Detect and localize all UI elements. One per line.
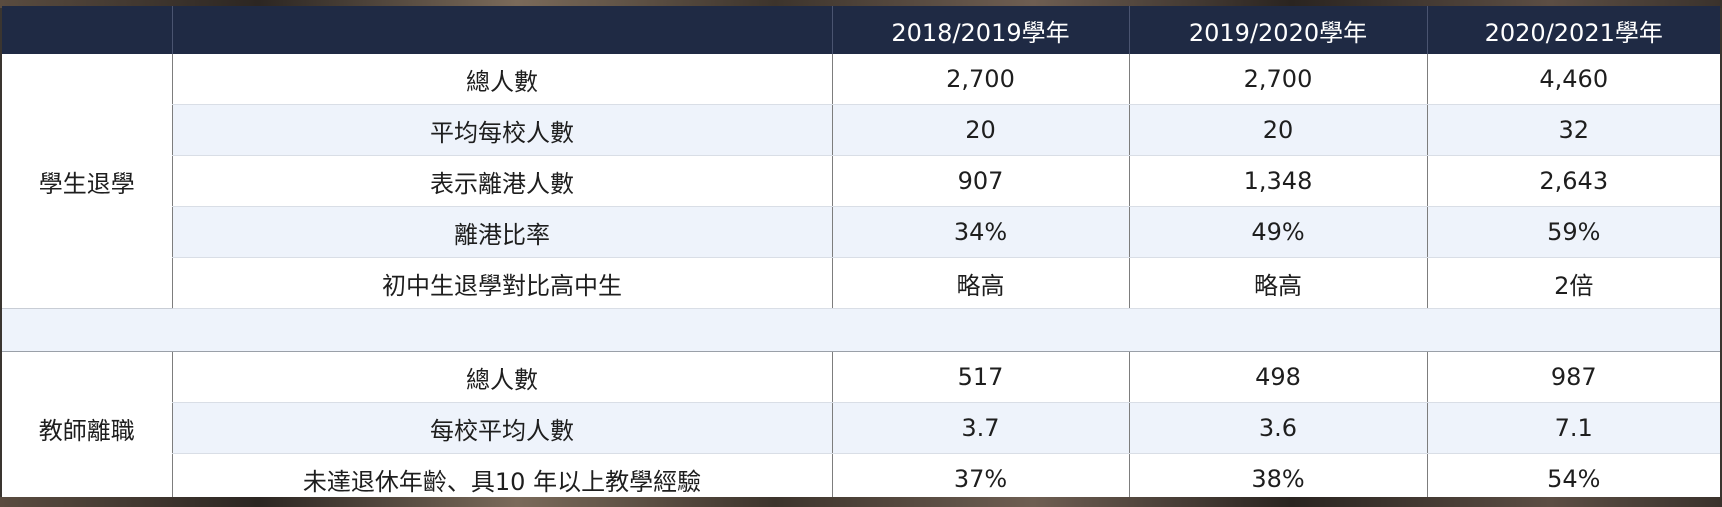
cell-value: 498 <box>1128 351 1427 403</box>
header-year-2019-2020: 2019/2020學年 <box>1128 6 1427 54</box>
cell-value: 略高 <box>1128 257 1427 309</box>
background-photo-top <box>0 0 1722 8</box>
cell-value: 517 <box>831 351 1129 403</box>
cell-value: 2,700 <box>1128 54 1427 105</box>
row-label: 總人數 <box>171 351 832 403</box>
row-label: 平均每校人數 <box>171 104 832 156</box>
group-label-student-dropout: 學生退學 <box>2 54 172 309</box>
header-year-2018-2019: 2018/2019學年 <box>831 6 1129 54</box>
header-year-2020-2021: 2020/2021學年 <box>1426 6 1720 54</box>
table-row: 學生退學 總人數 2,700 2,700 4,460 <box>2 54 1720 309</box>
table-row: 每校平均人數 3.7 3.6 7.1 <box>2 402 1720 454</box>
row-label: 離港比率 <box>171 206 832 258</box>
cell-value: 2,643 <box>1426 155 1720 207</box>
row-label: 未達退休年齡、具10 年以上教學經驗 <box>171 453 832 506</box>
cell-value: 略高 <box>831 257 1129 309</box>
cell-value: 20 <box>831 104 1129 156</box>
table-row: 初中生退學對比高中生 略高 略高 2倍 <box>2 257 1720 309</box>
table-row: 表示離港人數 907 1,348 2,643 <box>2 155 1720 207</box>
divider-band <box>2 308 1720 352</box>
header-blank-item <box>171 6 832 54</box>
cell-value: 3.6 <box>1128 402 1427 454</box>
header-row: 2018/2019學年 2019/2020學年 2020/2021學年 <box>2 6 1720 54</box>
section-divider <box>2 308 1720 352</box>
row-label: 初中生退學對比高中生 <box>171 257 832 309</box>
cell-value: 34% <box>831 206 1129 258</box>
cell-value: 2倍 <box>1426 257 1720 309</box>
table-row: 離港比率 34% 49% 59% <box>2 206 1720 258</box>
row-label: 總人數 <box>171 54 832 105</box>
table-row: 教師離職 總人數 517 498 987 <box>2 351 1720 506</box>
cell-value: 49% <box>1128 206 1427 258</box>
cell-value: 2,700 <box>831 54 1129 105</box>
cell-value: 20 <box>1128 104 1427 156</box>
header-blank-group <box>2 6 172 54</box>
cell-value: 1,348 <box>1128 155 1427 207</box>
background-photo-bottom <box>0 497 1722 507</box>
statistics-table: 2018/2019學年 2019/2020學年 2020/2021學年 學生退學… <box>2 6 1720 506</box>
cell-value: 7.1 <box>1426 402 1720 454</box>
cell-value: 32 <box>1426 104 1720 156</box>
cell-value: 3.7 <box>831 402 1129 454</box>
group-label-teacher-departure: 教師離職 <box>2 351 172 506</box>
cell-value: 59% <box>1426 206 1720 258</box>
cell-value: 4,460 <box>1426 54 1720 105</box>
table-row: 平均每校人數 20 20 32 <box>2 104 1720 156</box>
row-label: 每校平均人數 <box>171 402 832 454</box>
cell-value: 987 <box>1426 351 1720 403</box>
row-label: 表示離港人數 <box>171 155 832 207</box>
cell-value: 907 <box>831 155 1129 207</box>
